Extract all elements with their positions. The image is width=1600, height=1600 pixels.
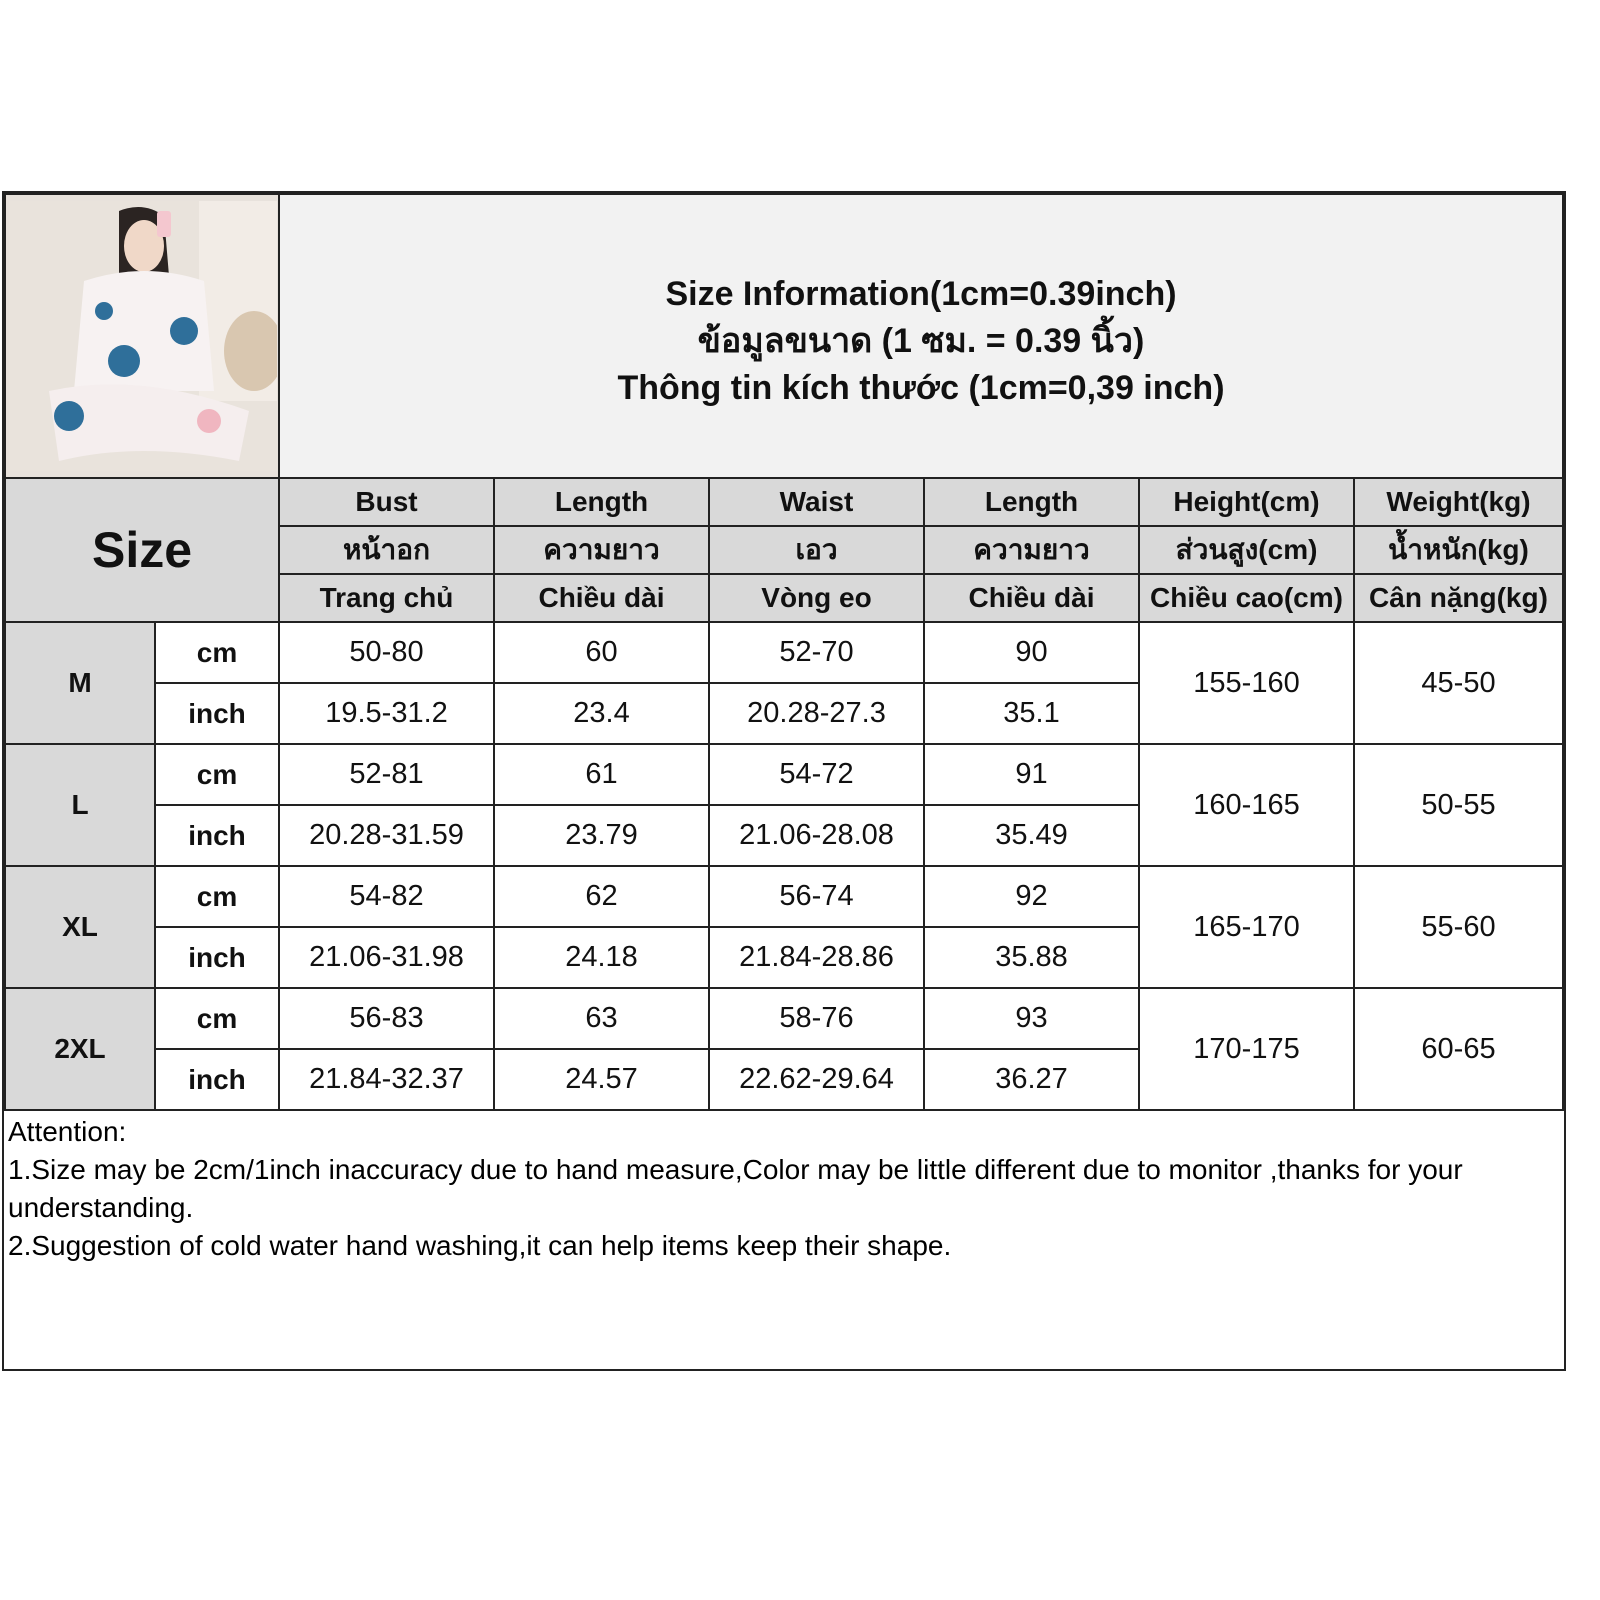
measurement-cell: 20.28-31.59 [278, 804, 495, 867]
column-header-th: หน้าอก [278, 525, 495, 575]
measurement-cell: 93 [923, 987, 1140, 1050]
measurement-cell: 56-83 [278, 987, 495, 1050]
measurement-cell: 35.1 [923, 682, 1140, 745]
column-header-vi: Trang chủ [278, 573, 495, 623]
table-row: XL cm 54-82 62 56-74 92 165-170 55-60 [4, 865, 1564, 989]
table-row: inch 19.5-31.2 23.4 20.28-27.3 35.1 [5, 682, 1563, 745]
column-header-en: Waist [708, 477, 925, 527]
table-row: inch 21.06-31.98 24.18 21.84-28.86 35.88 [5, 926, 1563, 989]
weight-cell: 45-50 [1353, 621, 1564, 745]
column-header-th: น้ำหนัก(kg) [1353, 525, 1564, 575]
measurement-cell: 23.79 [493, 804, 710, 867]
measurement-cell: 91 [923, 743, 1140, 806]
column-header-vi: Vòng eo [708, 573, 925, 623]
column-header-th: เอว [708, 525, 925, 575]
measurement-cell: 61 [493, 743, 710, 806]
column-header-en: Weight(kg) [1353, 477, 1564, 527]
unit-label: inch [154, 804, 280, 867]
table-row: inch 20.28-31.59 23.79 21.06-28.08 35.49 [5, 804, 1563, 867]
size-label: 2XL [4, 987, 156, 1111]
measurement-cell: 24.18 [493, 926, 710, 989]
column-header-th: ความยาว [493, 525, 710, 575]
column-header-en: Bust [278, 477, 495, 527]
height-cell: 165-170 [1138, 865, 1355, 989]
measurement-cell: 21.06-31.98 [278, 926, 495, 989]
measurement-cell: 35.88 [923, 926, 1140, 989]
measurement-cell: 52-81 [278, 743, 495, 806]
notes-heading: Attention: [8, 1116, 127, 1147]
title-cell: Size Information(1cm=0.39inch) ข้อมูลขนา… [278, 193, 1564, 479]
weight-cell: 55-60 [1353, 865, 1564, 989]
measurement-cell: 19.5-31.2 [278, 682, 495, 745]
table-row: inch 21.84-32.37 24.57 22.62-29.64 36.27 [5, 1048, 1563, 1111]
weight-cell: 50-55 [1353, 743, 1564, 867]
measurement-cell: 62 [493, 865, 710, 928]
measurement-cell: 54-72 [708, 743, 925, 806]
column-header-vi: Cân nặng(kg) [1353, 573, 1564, 623]
measurement-cell: 20.28-27.3 [708, 682, 925, 745]
unit-label: cm [154, 743, 280, 806]
size-label: XL [4, 865, 156, 989]
size-chart: Size Information(1cm=0.39inch) ข้อมูลขนา… [2, 191, 1566, 1371]
title-vi: Thông tin kích thước (1cm=0,39 inch) [617, 368, 1225, 407]
table-row: 2XL cm 56-83 63 58-76 93 170-175 60-65 [4, 987, 1564, 1111]
unit-label: inch [154, 926, 280, 989]
height-cell: 160-165 [1138, 743, 1355, 867]
column-header-vi: Chiều dài [923, 573, 1140, 623]
unit-label: inch [154, 682, 280, 745]
measurement-cell: 21.06-28.08 [708, 804, 925, 867]
height-cell: 155-160 [1138, 621, 1355, 745]
measurement-cell: 50-80 [278, 621, 495, 684]
size-label: M [4, 621, 156, 745]
column-header-th: ความยาว [923, 525, 1140, 575]
measurement-cell: 90 [923, 621, 1140, 684]
size-table: Size Information(1cm=0.39inch) ข้อมูลขนา… [4, 193, 1564, 1111]
title-en: Size Information(1cm=0.39inch) [665, 274, 1177, 313]
weight-cell: 60-65 [1353, 987, 1564, 1111]
measurement-cell: 35.49 [923, 804, 1140, 867]
measurement-cell: 56-74 [708, 865, 925, 928]
column-header-th: ส่วนสูง(cm) [1138, 525, 1355, 575]
column-header-vi: Chiều dài [493, 573, 710, 623]
unit-label: cm [154, 987, 280, 1050]
measurement-cell: 21.84-28.86 [708, 926, 925, 989]
measurement-cell: 52-70 [708, 621, 925, 684]
measurement-cell: 36.27 [923, 1048, 1140, 1111]
measurement-cell: 63 [493, 987, 710, 1050]
column-header-vi: Chiều cao(cm) [1138, 573, 1355, 623]
unit-label: inch [154, 1048, 280, 1111]
notes-section: Attention: 1.Size may be 2cm/1inch inacc… [4, 1111, 1564, 1369]
measurement-cell: 22.62-29.64 [708, 1048, 925, 1111]
note-item: 1.Size may be 2cm/1inch inaccuracy due t… [8, 1154, 1463, 1223]
title-th: ข้อมูลขนาด (1 ซม. = 0.39 นิ้ว) [697, 321, 1145, 360]
note-item: 2.Suggestion of cold water hand washing,… [8, 1230, 952, 1261]
measurement-cell: 58-76 [708, 987, 925, 1050]
unit-label: cm [154, 621, 280, 684]
measurement-cell: 92 [923, 865, 1140, 928]
pajama-model-image [9, 201, 277, 471]
measurement-cell: 60 [493, 621, 710, 684]
measurement-cell: 24.57 [493, 1048, 710, 1111]
height-cell: 170-175 [1138, 987, 1355, 1111]
column-header-en: Height(cm) [1138, 477, 1355, 527]
measurement-cell: 21.84-32.37 [278, 1048, 495, 1111]
column-header-en: Length [493, 477, 710, 527]
measurement-cell: 23.4 [493, 682, 710, 745]
unit-label: cm [154, 865, 280, 928]
size-label: L [4, 743, 156, 867]
product-photo [4, 193, 280, 479]
column-header-en: Length [923, 477, 1140, 527]
size-header: Size [4, 477, 280, 623]
measurement-cell: 54-82 [278, 865, 495, 928]
